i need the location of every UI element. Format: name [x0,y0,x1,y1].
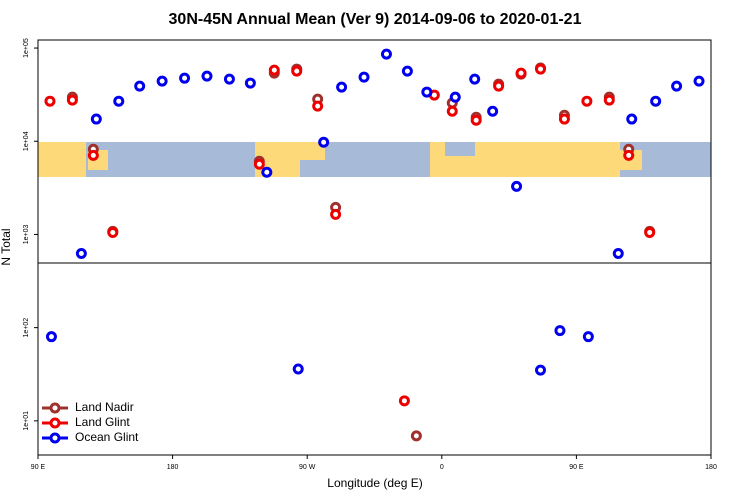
map-strip [38,142,711,177]
point [558,113,570,125]
point [401,65,413,77]
y-tick-label: 1e+02 [23,318,30,338]
point [244,77,256,89]
point [66,94,78,106]
legend-label: Land Nadir [75,400,134,414]
point [318,136,330,148]
point [671,80,683,92]
point [336,81,348,93]
point [626,113,638,125]
x-tick-label: 0 [440,464,444,471]
point [291,65,303,77]
point [693,75,705,87]
point [330,208,342,220]
point [312,100,324,112]
y-axis-label: N Total [0,228,13,265]
point [612,247,624,259]
point [449,91,461,103]
point [380,48,392,60]
legend-marker [49,432,61,444]
point [107,226,119,238]
x-tick-label: 90 E [31,464,46,471]
legend-label: Ocean Glint [75,430,139,444]
x-tick-label: 90 E [569,464,584,471]
legend-marker [49,417,61,429]
point [644,226,656,238]
y-tick-label: 1e+05 [23,38,30,58]
point [421,86,433,98]
point [45,331,57,343]
point [446,105,458,117]
point [113,95,125,107]
x-axis-label: Longitude (deg E) [327,476,422,490]
point [554,325,566,337]
point [469,73,481,85]
point [253,158,265,170]
point [623,149,635,161]
point [358,71,370,83]
legend-label: Land Glint [75,415,130,429]
point [487,105,499,117]
x-tick-label: 180 [167,464,179,471]
point [87,149,99,161]
point [515,67,527,79]
point [582,331,594,343]
y-tick-label: 1e+01 [23,411,30,431]
point [134,80,146,92]
chart-title: 30N-45N Annual Mean (Ver 9) 2014-09-06 t… [169,11,582,28]
point [410,430,422,442]
point [44,95,56,107]
point [535,63,547,75]
point [223,73,235,85]
point [581,95,593,107]
point [493,80,505,92]
point [201,70,213,82]
y-tick-label: 1e+03 [23,225,30,245]
point [603,94,615,106]
plot-frame [37,39,712,456]
point [268,64,280,76]
point [156,75,168,87]
point [90,113,102,125]
point [470,114,482,126]
point [511,180,523,192]
legend-marker [49,402,61,414]
x-tick-label: 180 [705,464,717,471]
point [261,166,273,178]
point [398,395,410,407]
point [650,95,662,107]
point [292,363,304,375]
x-tick-label: 90 W [299,464,316,471]
y-tick-label: 1e+04 [23,131,30,151]
point [75,247,87,259]
point [179,72,191,84]
point [535,364,547,376]
